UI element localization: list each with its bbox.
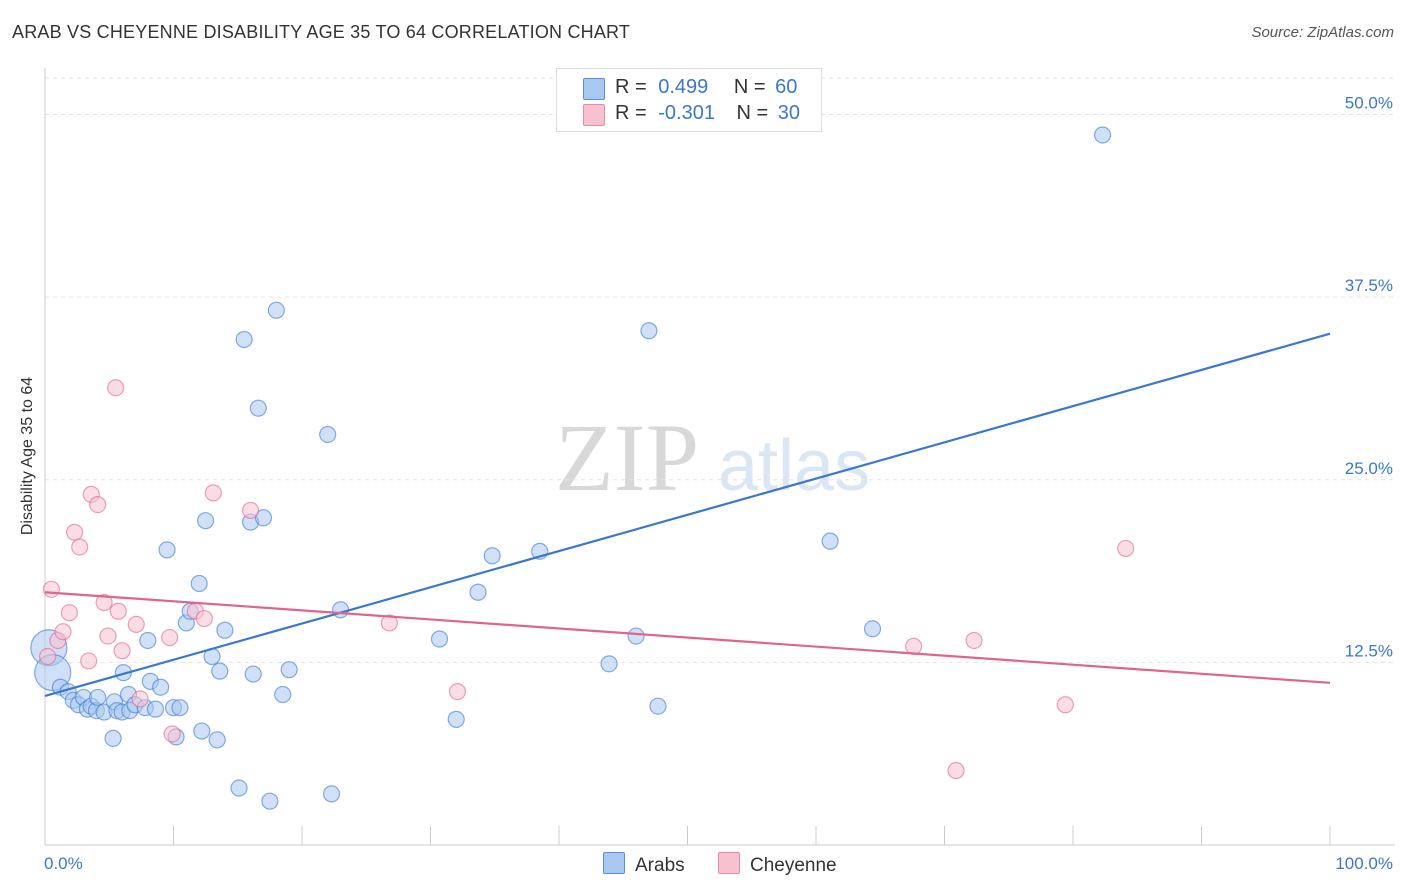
correlation-legend: R = 0.499 N = 60 R = -0.301 N = 30	[556, 68, 822, 132]
point-arabs	[158, 541, 176, 559]
x-tick-label-min: 0.0%	[44, 854, 83, 873]
legend-swatch-cheyenne	[583, 104, 605, 126]
point-cheyenne	[54, 623, 72, 641]
point-arabs	[319, 425, 337, 444]
point-arabs	[152, 678, 170, 696]
data-points	[30, 126, 1135, 810]
point-cheyenne	[113, 642, 131, 660]
point-arabs	[139, 631, 157, 650]
axes	[44, 68, 1395, 846]
point-cheyenne	[204, 484, 222, 502]
point-arabs	[280, 661, 298, 679]
point-arabs	[171, 699, 189, 717]
trend-lines	[44, 332, 1331, 698]
point-arabs	[244, 665, 262, 683]
point-cheyenne	[95, 593, 113, 612]
point-cheyenne	[380, 614, 398, 632]
point-arabs	[230, 779, 248, 797]
point-cheyenne	[947, 761, 965, 780]
point-arabs	[483, 547, 501, 565]
point-arabs	[1093, 126, 1112, 144]
point-arabs	[235, 330, 253, 349]
bottom-legend-label-arabs: Arabs	[635, 855, 685, 876]
bottom-legend-swatch-cheyenne	[718, 852, 740, 874]
bottom-legend-arabs: Arabs	[603, 852, 685, 877]
y-tick-label: 12.5%	[1345, 641, 1393, 660]
legend-n-value-cheyenne: 30	[777, 102, 801, 124]
bottom-legend-swatch-arabs	[603, 852, 625, 874]
point-arabs	[863, 620, 882, 638]
watermark-zip: ZIP	[555, 404, 699, 511]
point-arabs	[89, 688, 107, 707]
point-arabs	[197, 512, 215, 530]
legend-swatch-arabs	[583, 78, 605, 100]
y-tick-label: 25.0%	[1345, 459, 1393, 478]
point-arabs	[193, 722, 211, 740]
point-arabs	[208, 731, 226, 749]
point-arabs	[211, 662, 229, 680]
point-cheyenne	[448, 682, 467, 701]
point-arabs	[249, 399, 267, 417]
point-arabs	[331, 601, 350, 619]
point-arabs	[261, 792, 279, 810]
y-tick-label: 50.0%	[1345, 94, 1393, 113]
point-cheyenne	[965, 631, 983, 650]
point-cheyenne	[163, 725, 181, 743]
point-cheyenne	[109, 602, 127, 620]
point-cheyenne	[242, 501, 260, 520]
legend-n-label: N =	[733, 76, 766, 98]
point-arabs	[649, 697, 667, 715]
axis-ticks: 12.5% 25.0% 37.5% 50.0% 0.0% 100.0%	[44, 94, 1393, 873]
point-arabs	[104, 729, 122, 747]
watermark-atlas: atlas	[718, 426, 870, 506]
point-cheyenne	[71, 538, 89, 556]
bottom-legend-cheyenne: Cheyenne	[718, 852, 837, 877]
bottom-legend-label-cheyenne: Cheyenne	[750, 855, 837, 876]
point-arabs	[146, 700, 165, 718]
point-cheyenne	[131, 690, 149, 708]
legend-n-label: N =	[736, 102, 769, 124]
point-cheyenne	[107, 379, 125, 397]
point-cheyenne	[127, 615, 145, 633]
point-arabs	[322, 785, 341, 803]
point-arabs	[627, 627, 645, 645]
point-cheyenne	[1117, 539, 1135, 558]
point-cheyenne	[99, 627, 117, 645]
legend-r-label: R =	[615, 76, 647, 98]
point-cheyenne	[89, 495, 107, 514]
point-arabs	[267, 301, 285, 319]
point-arabs	[216, 621, 234, 639]
point-cheyenne	[1056, 696, 1074, 714]
legend-r-value-cheyenne: -0.301	[658, 102, 715, 124]
point-arabs	[254, 509, 273, 527]
legend-r-value-arabs: 0.499	[658, 76, 709, 98]
point-cheyenne	[42, 580, 61, 598]
point-arabs	[640, 322, 658, 340]
point-arabs	[430, 630, 449, 648]
y-tick-label: 37.5%	[1345, 276, 1393, 295]
point-arabs	[274, 685, 292, 704]
trend-line-cheyenne	[44, 591, 1331, 684]
point-cheyenne	[38, 647, 57, 666]
point-cheyenne	[161, 628, 179, 647]
point-arabs	[190, 574, 208, 593]
point-cheyenne	[65, 523, 84, 541]
point-arabs	[469, 583, 487, 601]
point-arabs	[600, 655, 618, 673]
legend-n-value-arabs: 60	[775, 76, 798, 98]
point-cheyenne	[80, 652, 98, 670]
legend-r-label: R =	[615, 102, 647, 124]
point-cheyenne	[195, 609, 213, 628]
chart-title: ARAB VS CHEYENNE DISABILITY AGE 35 TO 64…	[12, 22, 631, 42]
x-tick-label-max: 100.0%	[1335, 854, 1393, 873]
point-arabs	[821, 532, 839, 550]
source-label: Source: ZipAtlas.com	[1251, 24, 1394, 41]
grid	[45, 77, 1395, 663]
trend-line-arabs	[44, 332, 1331, 698]
point-cheyenne	[905, 637, 923, 655]
y-axis-label: Disability Age 35 to 64	[19, 376, 36, 536]
point-cheyenne	[60, 604, 79, 622]
point-arabs	[447, 710, 465, 728]
